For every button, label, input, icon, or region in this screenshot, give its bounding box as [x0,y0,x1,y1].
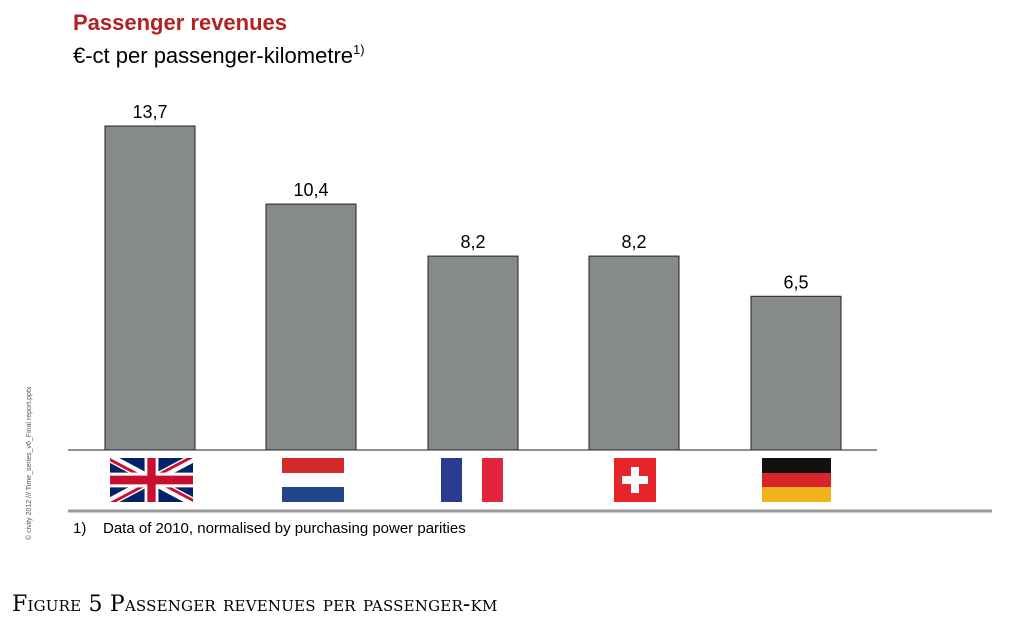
data-label-france: 8,2 [460,232,485,252]
figure-caption: Figure 5 Passenger revenues per passenge… [12,592,498,617]
data-label-germany: 6,5 [783,272,808,292]
bars-group: 13,7 10,4 8,2 8,2 6,5 [104,102,842,451]
footnote: 1) Data of 2010, normalised by purchasing… [73,520,466,537]
footnote-number: 1) [73,520,87,537]
data-label-switzerland: 8,2 [621,232,646,252]
data-label-netherlands: 10,4 [293,180,328,200]
subtitle-footnote-mark: 1) [353,42,365,57]
footnote-text: Data of 2010, normalised by purchasing p… [103,520,466,537]
uk-flag-icon [110,458,193,502]
data-label-united-kingdom: 13,7 [132,102,167,122]
chart-title: Passenger revenues [73,10,288,35]
bar-united-kingdom [104,125,196,451]
bar-france [427,255,519,451]
bar-germany [750,295,842,451]
switzerland-flag-icon [614,458,656,502]
bar-switzerland [588,255,680,451]
bar-netherlands [265,203,357,451]
bar-chart: 13,7 10,4 8,2 8,2 6,5 [68,102,992,513]
chart-subtitle: €-ct per passenger-kilometre1) [73,42,365,69]
subtitle-text: €-ct per passenger-kilometre [73,43,354,68]
germany-flag-icon [762,458,831,502]
france-flag-icon [441,458,503,502]
netherlands-flag-icon [282,458,344,502]
